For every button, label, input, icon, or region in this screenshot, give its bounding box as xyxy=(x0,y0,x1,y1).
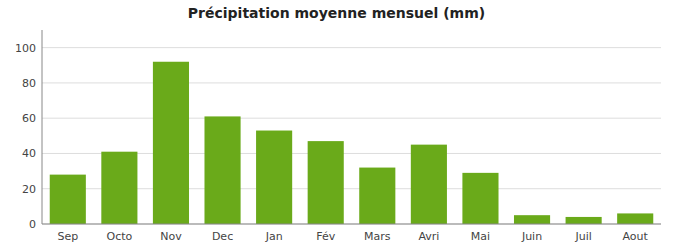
chart-title: Précipitation moyenne mensuel (mm) xyxy=(188,5,485,21)
bar xyxy=(462,173,498,224)
bar xyxy=(153,62,189,224)
x-tick-label: Octo xyxy=(107,230,133,243)
x-tick-label: Dec xyxy=(212,230,233,243)
bar xyxy=(566,217,602,224)
bar xyxy=(101,152,137,224)
x-tick-label: Avri xyxy=(418,230,439,243)
bar xyxy=(411,145,447,224)
x-tick-label: Nov xyxy=(160,230,182,243)
y-axis: 0 20 40 60 80 100 xyxy=(15,42,36,231)
bar xyxy=(256,131,292,224)
x-axis: Sep Octo Nov Dec Jan Fév Mars Avri Mai Juin Juil Ao… xyxy=(57,230,648,243)
grid-line xyxy=(42,82,661,83)
bar xyxy=(514,215,550,224)
y-tick-label: 60 xyxy=(22,112,36,125)
bar xyxy=(359,168,395,224)
y-tick-label: 100 xyxy=(15,42,36,55)
chart-container: Précipitation moyenne mensuel (mm) 0 20 40 6… xyxy=(0,0,673,250)
x-tick-label: Juil xyxy=(574,230,591,243)
bars xyxy=(50,62,654,224)
y-tick-label: 40 xyxy=(22,147,36,160)
chart-svg: Précipitation moyenne mensuel (mm) 0 20 40 6… xyxy=(0,0,673,250)
y-tick-label: 80 xyxy=(22,77,36,90)
x-tick-label: Juin xyxy=(521,230,542,243)
bar xyxy=(204,116,240,224)
grid xyxy=(42,48,661,224)
y-tick-label: 0 xyxy=(29,218,36,231)
grid-line xyxy=(42,47,661,48)
x-tick-label: Sep xyxy=(57,230,78,243)
bar xyxy=(617,213,653,224)
x-tick-label: Fév xyxy=(316,230,335,243)
x-axis-line xyxy=(42,224,661,225)
y-tick-label: 20 xyxy=(22,183,36,196)
x-tick-label: Mars xyxy=(364,230,391,243)
x-tick-label: Aout xyxy=(623,230,649,243)
grid-line xyxy=(42,224,661,225)
bar xyxy=(308,141,344,224)
grid-line xyxy=(42,118,661,119)
x-tick-label: Jan xyxy=(265,230,283,243)
bar xyxy=(50,175,86,224)
x-tick-label: Mai xyxy=(471,230,490,243)
y-axis-line xyxy=(42,30,43,224)
